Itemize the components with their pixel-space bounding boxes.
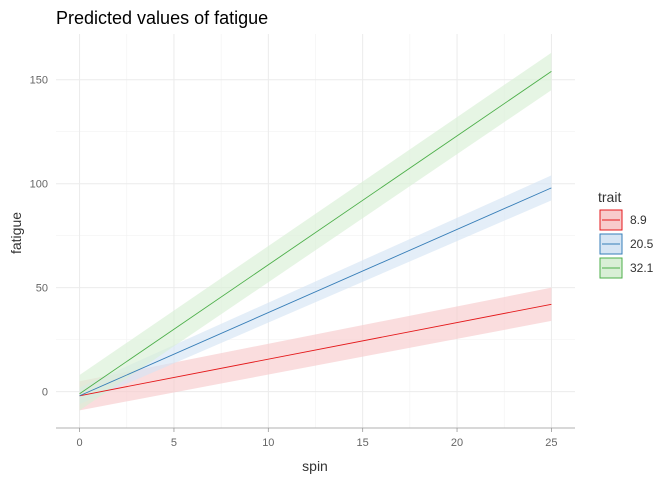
line-series-2 [79, 71, 552, 395]
y-tick-label: 0 [42, 387, 48, 399]
ribbon-series-0 [79, 287, 552, 411]
y-tick-label: 150 [30, 75, 48, 87]
legend: trait 8.9 20.5 32.1 [598, 189, 654, 279]
x-tick-label: 5 [171, 437, 177, 449]
x-axis-ticks: 0 5 10 15 20 25 [77, 428, 558, 449]
ribbon-series-2 [79, 52, 552, 411]
series-lines [79, 71, 552, 397]
x-tick-label: 10 [262, 437, 274, 449]
x-tick-label: 25 [545, 437, 557, 449]
x-tick-label: 0 [77, 437, 83, 449]
line-series-0 [79, 303, 552, 397]
legend-label-series-0: 8.9 [630, 213, 647, 227]
line-series-1 [79, 187, 552, 397]
ribbon-series-1 [79, 175, 552, 405]
x-axis-title: spin [302, 458, 328, 474]
confidence-ribbons [79, 52, 552, 411]
y-axis-title: fatigue [8, 212, 24, 254]
chart-title: Predicted values of fatigue [56, 8, 268, 28]
x-tick-label: 20 [451, 437, 463, 449]
y-tick-label: 100 [30, 179, 48, 191]
x-tick-label: 15 [357, 437, 369, 449]
legend-label-series-1: 20.5 [630, 237, 654, 251]
y-tick-label: 50 [36, 283, 48, 295]
legend-title: trait [598, 189, 621, 205]
legend-label-series-2: 32.1 [630, 261, 654, 275]
y-axis-ticks: 0 50 100 150 [30, 75, 48, 399]
